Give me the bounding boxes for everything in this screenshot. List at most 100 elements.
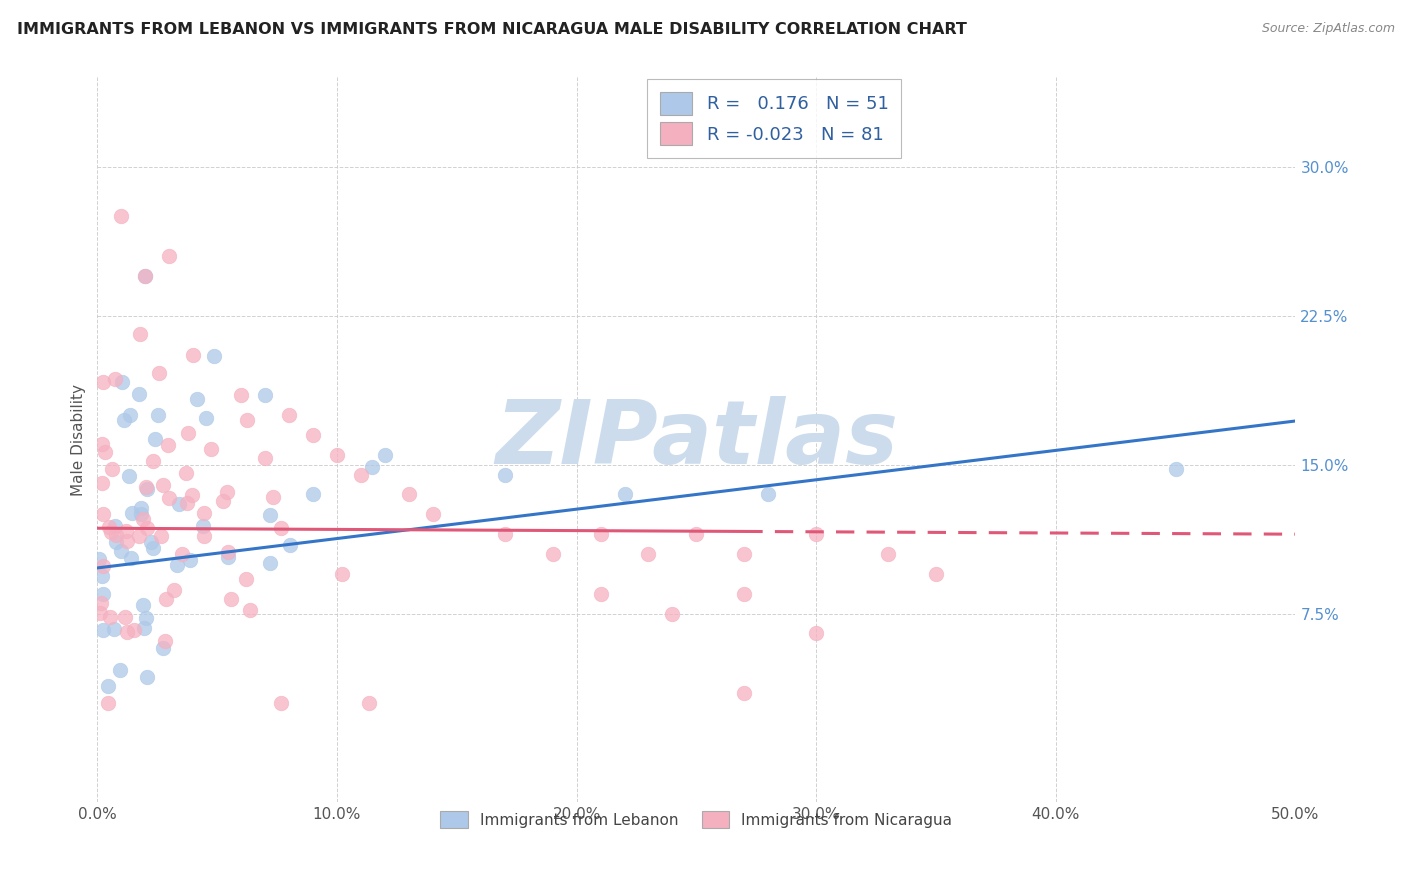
Point xyxy=(121,506,143,520)
Point xyxy=(202,349,225,363)
Point xyxy=(104,519,127,533)
Point xyxy=(374,448,396,462)
Point xyxy=(172,547,194,561)
Point xyxy=(129,507,152,521)
Point xyxy=(174,466,197,480)
Text: Source: ZipAtlas.com: Source: ZipAtlas.com xyxy=(1261,22,1395,36)
Point xyxy=(270,696,292,710)
Point xyxy=(111,376,134,390)
Point xyxy=(217,549,239,564)
Point xyxy=(91,587,114,601)
Point xyxy=(120,551,142,566)
Point xyxy=(132,512,155,526)
Point xyxy=(156,438,179,452)
Point xyxy=(191,518,214,533)
Point xyxy=(149,529,172,543)
Point xyxy=(91,623,114,637)
Point xyxy=(270,521,292,535)
Point xyxy=(152,478,174,492)
Point xyxy=(167,497,190,511)
Point xyxy=(143,433,166,447)
Point xyxy=(163,583,186,598)
Point xyxy=(733,547,755,561)
Point xyxy=(733,587,755,601)
Point xyxy=(155,591,177,606)
Point xyxy=(91,559,114,574)
Point xyxy=(235,413,257,427)
Point xyxy=(166,558,188,572)
Point xyxy=(215,484,238,499)
Point xyxy=(877,547,900,561)
Point xyxy=(157,249,180,263)
Point xyxy=(91,507,114,521)
Point xyxy=(134,268,156,283)
Point xyxy=(186,392,208,407)
Point xyxy=(110,210,132,224)
Point xyxy=(128,387,150,401)
Point xyxy=(1164,461,1187,475)
Point xyxy=(105,534,128,549)
Point xyxy=(200,442,222,456)
Point xyxy=(115,524,138,538)
Point xyxy=(195,411,218,425)
Point xyxy=(98,520,121,534)
Point xyxy=(131,598,153,612)
Point xyxy=(613,487,636,501)
Point xyxy=(350,467,373,482)
Point xyxy=(114,413,136,427)
Point xyxy=(229,388,252,402)
Point xyxy=(135,480,157,494)
Point xyxy=(239,603,262,617)
Point xyxy=(128,529,150,543)
Point xyxy=(685,527,707,541)
Point xyxy=(136,670,159,684)
Point xyxy=(181,348,204,362)
Point xyxy=(176,426,198,441)
Point xyxy=(153,634,176,648)
Point xyxy=(135,521,157,535)
Point xyxy=(148,408,170,422)
Point xyxy=(253,450,276,465)
Point xyxy=(91,475,114,490)
Point xyxy=(157,491,180,505)
Point xyxy=(422,508,444,522)
Point xyxy=(101,462,124,476)
Point xyxy=(589,587,612,601)
Point xyxy=(152,641,174,656)
Legend: Immigrants from Lebanon, Immigrants from Nicaragua: Immigrants from Lebanon, Immigrants from… xyxy=(434,805,959,835)
Point xyxy=(541,547,564,561)
Point xyxy=(181,488,204,502)
Point xyxy=(120,408,142,422)
Point xyxy=(589,527,612,541)
Point xyxy=(193,529,215,543)
Point xyxy=(326,448,349,462)
Point xyxy=(806,527,828,541)
Point xyxy=(91,569,114,583)
Point xyxy=(217,544,239,558)
Point xyxy=(278,538,301,552)
Point xyxy=(110,544,132,558)
Point xyxy=(91,375,114,389)
Point xyxy=(193,506,215,520)
Point xyxy=(806,626,828,640)
Point xyxy=(302,487,325,501)
Point xyxy=(132,621,155,635)
Text: ZIPatlas: ZIPatlas xyxy=(495,396,898,483)
Point xyxy=(254,388,277,402)
Point xyxy=(135,610,157,624)
Point xyxy=(93,445,115,459)
Point xyxy=(330,566,353,581)
Y-axis label: Male Disability: Male Disability xyxy=(72,384,86,496)
Point xyxy=(733,686,755,700)
Point xyxy=(104,528,127,542)
Point xyxy=(235,572,257,586)
Point xyxy=(104,372,127,386)
Point xyxy=(259,557,281,571)
Text: IMMIGRANTS FROM LEBANON VS IMMIGRANTS FROM NICARAGUA MALE DISABILITY CORRELATION: IMMIGRANTS FROM LEBANON VS IMMIGRANTS FR… xyxy=(17,22,967,37)
Point xyxy=(115,625,138,640)
Point xyxy=(494,527,516,541)
Point xyxy=(89,551,111,566)
Point xyxy=(360,460,382,475)
Point xyxy=(136,482,159,496)
Point xyxy=(494,467,516,482)
